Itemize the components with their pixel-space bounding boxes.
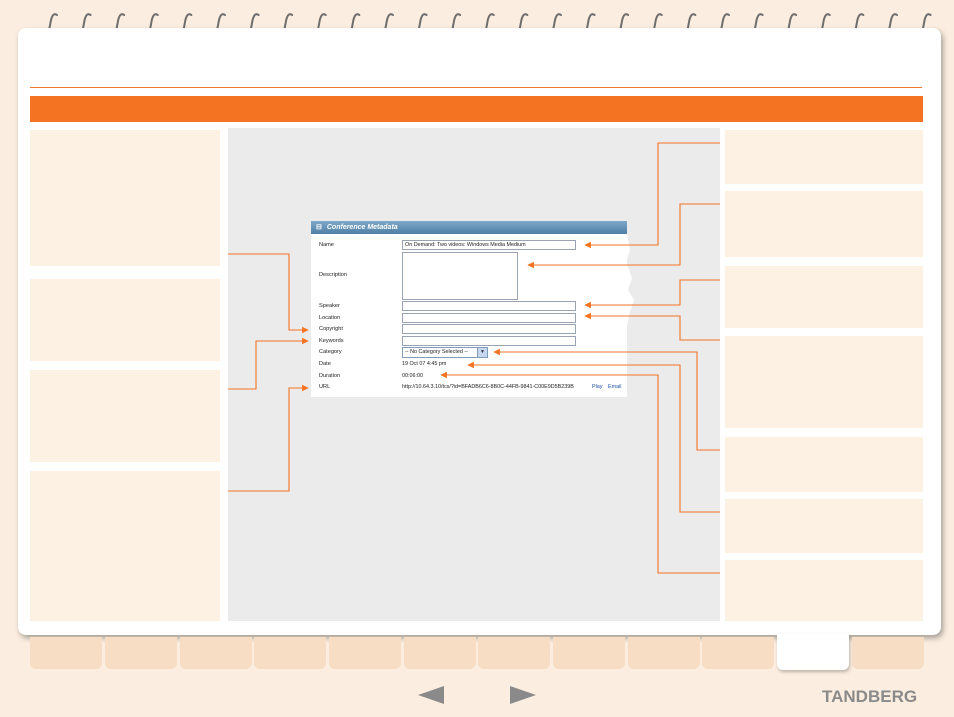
- copyright-input[interactable]: [402, 324, 576, 334]
- tab-11-active[interactable]: [777, 634, 849, 670]
- binding-ring: [853, 13, 865, 37]
- binding-ring: [551, 13, 562, 37]
- binding-ring: [819, 13, 831, 37]
- url-label: URL: [319, 384, 331, 390]
- binding-ring: [248, 13, 260, 37]
- category-selected-value: -- No Category Selected --: [405, 349, 468, 355]
- binding-ring: [786, 13, 798, 37]
- binding-ring: [887, 13, 898, 37]
- binding-ring: [517, 13, 529, 37]
- binding-ring: [114, 13, 126, 37]
- location-label: Location: [319, 315, 341, 321]
- location-input[interactable]: [402, 313, 576, 323]
- note-box-right-1: [725, 130, 923, 184]
- binding-ring: [618, 13, 630, 37]
- description-label: Description: [319, 272, 347, 278]
- binding-ring: [349, 13, 361, 37]
- tab-3[interactable]: [180, 637, 252, 669]
- next-arrow-icon[interactable]: [510, 686, 536, 704]
- header-rule: [30, 87, 922, 88]
- tab-10[interactable]: [702, 637, 774, 669]
- binding-ring: [282, 13, 294, 37]
- binding-ring: [181, 13, 193, 37]
- description-textarea[interactable]: [402, 252, 518, 300]
- date-label: Date: [319, 361, 331, 367]
- binding-ring: [450, 13, 462, 37]
- name-label: Name: [319, 242, 334, 248]
- speaker-input[interactable]: [402, 301, 576, 311]
- email-link[interactable]: Email: [608, 384, 622, 390]
- panel-header: ⊟ Conference Metadata: [311, 221, 627, 234]
- note-box-left-3: [30, 370, 220, 462]
- binding-ring: [80, 13, 92, 37]
- tab-8[interactable]: [553, 637, 625, 669]
- duration-label: Duration: [319, 373, 341, 379]
- note-box-left-4: [30, 471, 220, 621]
- note-box-left-1: [30, 130, 220, 266]
- binding-ring: [483, 13, 495, 37]
- note-box-right-5: [725, 437, 923, 492]
- name-input[interactable]: On Demand: Two videos: Windows Media Med…: [402, 240, 576, 250]
- note-box-left-2: [30, 279, 220, 361]
- category-select[interactable]: -- No Category Selected -- ▼: [402, 347, 488, 358]
- duration-value: 00:06:00: [402, 373, 423, 379]
- binding-ring: [685, 13, 697, 37]
- binding-ring: [383, 13, 394, 37]
- tab-7[interactable]: [478, 637, 550, 669]
- note-box-right-3: [725, 266, 923, 328]
- keywords-input[interactable]: [402, 336, 576, 346]
- binding-ring: [584, 13, 596, 37]
- tab-2[interactable]: [105, 637, 177, 669]
- tab-6[interactable]: [404, 637, 476, 669]
- collapse-icon[interactable]: ⊟: [316, 224, 322, 231]
- binding-ring: [47, 13, 58, 37]
- binding-ring: [752, 13, 764, 37]
- tab-1[interactable]: [30, 637, 102, 669]
- tab-5[interactable]: [329, 637, 401, 669]
- date-value: 19 Oct 07 4:45 pm: [402, 361, 447, 367]
- binding-ring: [416, 13, 428, 37]
- keywords-label: Keywords: [319, 338, 344, 344]
- speaker-label: Speaker: [319, 303, 340, 309]
- category-label: Category: [319, 349, 342, 355]
- binding-ring: [315, 13, 327, 37]
- play-link[interactable]: Play: [592, 384, 603, 390]
- section-title-bar: [30, 96, 923, 122]
- tab-12[interactable]: [852, 637, 924, 669]
- copyright-label: Copyright: [319, 326, 343, 332]
- tab-9[interactable]: [628, 637, 700, 669]
- url-value[interactable]: http://10.64.3.10/tcs/?id=BFADB6C6-8B0C-…: [402, 384, 574, 390]
- panel-title: Conference Metadata: [326, 224, 398, 231]
- binding-ring: [215, 13, 226, 37]
- binding-ring: [147, 13, 159, 37]
- note-box-right-2: [725, 191, 923, 257]
- binding-ring: [651, 13, 663, 37]
- note-box-right-6: [725, 499, 923, 553]
- brand-logo: TANDBERG: [822, 687, 918, 706]
- note-box-right-7: [725, 560, 923, 621]
- binding-ring: [920, 13, 932, 37]
- binding-ring: [719, 13, 730, 37]
- note-box-right-4: [725, 336, 923, 428]
- previous-arrow-icon[interactable]: [418, 686, 444, 704]
- tab-4[interactable]: [254, 637, 326, 669]
- chevron-down-icon[interactable]: ▼: [477, 348, 487, 357]
- conference-metadata-panel: ⊟ Conference Metadata Name On Demand: Two…: [311, 221, 627, 397]
